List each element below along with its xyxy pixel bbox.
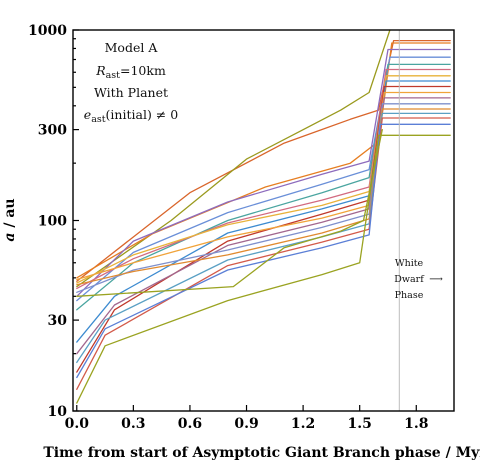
series-line-9 (76, 85, 451, 373)
series-line-13 (76, 108, 451, 286)
ticks-layer: 0.0 0.3 0.6 0.9 1.2 1.5 1.8 10 30 100 300 1000 (28, 23, 428, 432)
x-tick-label-1: 0.3 (121, 416, 145, 432)
x-tick-label-4: 1.2 (291, 416, 315, 432)
x-axis-title: Time from start of Asymptotic Giant Bran… (43, 445, 480, 461)
series-line-12 (76, 103, 451, 293)
x-tick-label-2: 0.6 (178, 416, 202, 432)
eccentricity-subscript: ast (91, 114, 106, 125)
eccentricity-symbol: e (84, 107, 91, 122)
x-tick-label-3: 0.9 (234, 416, 258, 432)
model-label: Model A (105, 40, 159, 55)
y-tick-label-4: 1000 (28, 23, 67, 39)
radius-subscript: ast (106, 70, 121, 81)
series-line-8 (76, 80, 451, 343)
y-axis-title-unit: / au (2, 198, 18, 232)
wd-label-line2: Dwarf (394, 274, 425, 285)
radius-label: Rast=10km (95, 63, 166, 81)
wd-label-line1: White (395, 258, 424, 269)
series-line-4 (76, 56, 451, 302)
series-line-16 (76, 123, 451, 379)
y-tick-label-1: 30 (48, 313, 68, 329)
series-line-17 (76, 134, 451, 404)
y-tick-label-2: 100 (38, 214, 67, 230)
x-tick-label-0: 0.0 (65, 416, 90, 432)
eccentricity-value: (initial) ≠ 0 (106, 107, 179, 122)
series-layer (76, 29, 451, 404)
series-line-11 (76, 97, 451, 355)
series-line-7 (76, 75, 451, 284)
y-tick-label-3: 300 (38, 123, 67, 139)
series-line-6 (76, 68, 451, 290)
series-line-0 (76, 39, 451, 282)
series-line-3 (76, 48, 451, 297)
y-tick-label-0: 10 (48, 404, 68, 420)
radius-value: =10km (120, 63, 166, 78)
y-axis-title-var: a (2, 233, 18, 242)
white-dwarf-annotation: White Dwarf ⟶ Phase (394, 258, 443, 301)
series-line-10 (76, 91, 451, 281)
series-line-15 (76, 117, 451, 390)
planet-label: With Planet (94, 85, 168, 100)
radius-symbol: R (95, 63, 105, 78)
x-tick-label-6: 1.8 (404, 416, 428, 432)
x-tick-label-5: 1.5 (348, 416, 372, 432)
model-annotation: Model A Rast=10km With Planet east(initi… (84, 40, 178, 125)
eccentricity-label: east(initial) ≠ 0 (84, 107, 178, 125)
y-axis-title: a / au (2, 198, 18, 241)
series-line-18 (76, 128, 383, 297)
wd-label-line3: Phase (395, 290, 424, 301)
wd-arrow: ⟶ (429, 274, 443, 285)
